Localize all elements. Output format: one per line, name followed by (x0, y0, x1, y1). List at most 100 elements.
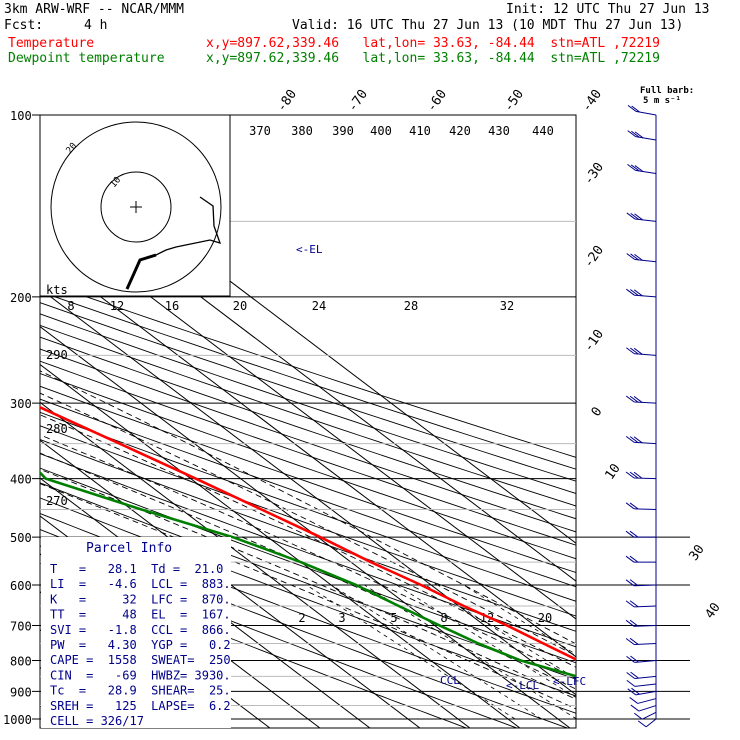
temp-tick-label: -10 (581, 327, 607, 355)
wind-barb-flag (627, 688, 637, 696)
hodograph-ring (100, 171, 172, 243)
wind-barb-flag (625, 502, 635, 510)
mixing-ratio-label: 3 (338, 611, 345, 625)
wind-barb-flag (629, 600, 639, 608)
model-title: 3km ARW-WRF -- NCAR/MMM (4, 2, 185, 17)
wind-barb-flag (637, 720, 647, 728)
dry-adiabat (40, 302, 576, 482)
wind-barb-flag (633, 712, 643, 720)
theta-label: 370 (249, 124, 271, 138)
wind-barb-flag (625, 395, 635, 403)
wind-barb-flag (633, 289, 643, 297)
temp-tick-label: 40 (702, 600, 723, 621)
temperature-label: Temperature (8, 36, 95, 51)
hodograph-speed-label: 32 (500, 299, 514, 313)
mixing-ratio-line (331, 584, 542, 720)
hodograph-speed-label: 12 (110, 299, 124, 313)
series-dewpoint-temperature (40, 470, 576, 678)
temperature-info: x,y=897.62,339.46 lat,lon= 33.63, -84.44… (206, 36, 660, 51)
pressure-tick-label: 1000 (3, 713, 32, 727)
dry-adiabat (40, 482, 576, 680)
pressure-tick-label: 300 (10, 397, 32, 411)
lcl-marker: <-LCL (506, 679, 539, 692)
wind-barb-flag (625, 471, 635, 479)
temp-tick-label: -70 (345, 87, 371, 115)
temp-tick-label: -20 (581, 243, 607, 271)
theta-label: 290 (46, 348, 68, 362)
isotherm (40, 325, 571, 728)
wind-barb-flag (625, 435, 635, 443)
mixing-ratio-label: 8 (440, 611, 447, 625)
pressure-tick-label: 700 (10, 619, 32, 633)
dry-adiabat (40, 467, 576, 664)
theta-label: 430 (488, 124, 510, 138)
el-marker: <-EL (296, 243, 323, 256)
wind-barb-flag (634, 213, 643, 221)
theta-label: 280 (46, 422, 68, 436)
isotherm (40, 363, 521, 728)
parcel-info-row: T = 28.1 Td = 21.0 (50, 562, 223, 576)
wind-barb-flag (634, 131, 644, 139)
wind-barb-flag (626, 655, 635, 663)
theta-label: 380 (291, 124, 313, 138)
series-temperature (40, 405, 576, 661)
wind-barb-flag (630, 671, 639, 679)
ccl-marker: CCL (440, 674, 460, 687)
hodograph-speed-label: 24 (312, 299, 326, 313)
dry-adiabat (40, 313, 576, 494)
hodograph-speed-label: 8 (67, 299, 74, 313)
pressure-tick-label: 100 (10, 109, 32, 123)
hodograph-units: kts (46, 283, 68, 297)
parcel-info-row: CELL = 326/17 (50, 714, 144, 728)
dry-adiabat (40, 291, 576, 470)
wind-barb-flag (633, 436, 643, 444)
hodograph-speed-label: 28 (404, 299, 418, 313)
hodograph-speed-label: 16 (165, 299, 179, 313)
hodograph-speed-label: 20 (233, 299, 247, 313)
dry-adiabat (40, 324, 576, 507)
wind-barb-flag (629, 436, 639, 443)
dry-adiabat (40, 360, 576, 546)
dry-adiabat (40, 425, 576, 617)
wind-barb-flag (626, 253, 636, 260)
dry-adiabat (40, 398, 576, 588)
temp-tick-label: -80 (274, 87, 300, 115)
wind-barb-flag (626, 212, 636, 220)
wind-barb (642, 711, 657, 720)
wind-barb-flag (629, 530, 639, 538)
wind-barb-flag (625, 638, 635, 645)
wind-barb-flag (629, 471, 639, 479)
wind-barb-flag (626, 347, 635, 355)
dry-adiabat (40, 411, 576, 602)
wind-barb-flag (630, 704, 640, 712)
mixing-ratio-label: 2 (298, 611, 305, 625)
parcel-info-row: K = 32 LFC = 870. (50, 592, 231, 606)
parcel-info-row: SREH = 125 LAPSE= 6.2 (50, 699, 231, 713)
isotherm (40, 288, 576, 696)
wind-barb-flag (629, 555, 639, 563)
parcel-info-box (41, 537, 231, 728)
wind-barb-flag (633, 396, 643, 403)
dry-adiabat (40, 439, 576, 632)
parcel-info-row: CIN = -69 HWBZ= 3930. (50, 668, 231, 682)
temp-tick-label: -40 (579, 87, 605, 115)
temp-tick-label: 10 (602, 461, 623, 482)
wind-barb (645, 718, 657, 728)
barb-legend-line2: 5 m s⁻¹ (643, 96, 681, 106)
wind-barb-flag (634, 165, 644, 172)
wind-barb-flag (629, 502, 639, 510)
fcst-value: 4 h (84, 18, 108, 33)
wind-barb-flag (626, 679, 636, 687)
mixing-ratio-line (306, 584, 516, 720)
wind-barb-flag (631, 687, 640, 695)
theta-label: 410 (409, 124, 431, 138)
barb-legend-line1: Full barb: (640, 86, 694, 96)
dewpoint-info: x,y=897.62,339.46 lat,lon= 33.63, -84.44… (206, 51, 660, 66)
temp-tick-label: 30 (686, 542, 707, 563)
dry-adiabat (40, 453, 576, 648)
hodograph-frame (39, 114, 231, 297)
wind-barb-flag (625, 555, 635, 563)
parcel-info-row: CAPE = 1558 SWEAT= 250 (50, 653, 231, 667)
parcel-info-title: Parcel Info (86, 541, 172, 556)
